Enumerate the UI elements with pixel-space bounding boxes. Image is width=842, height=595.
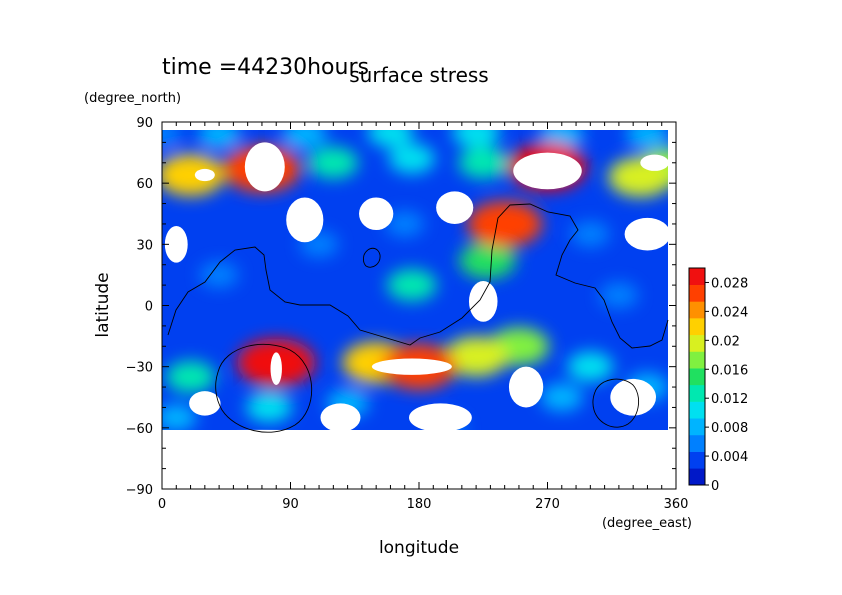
field-feature-5 <box>570 221 610 248</box>
field-feature-31 <box>467 200 543 247</box>
calm-region-6 <box>359 197 394 231</box>
y-tick-label: −30 <box>126 361 153 376</box>
field-feature-6 <box>599 282 639 309</box>
field-feature-2 <box>199 261 239 288</box>
colorbar-label: 0.02 <box>711 334 740 349</box>
colorbar-swatch <box>689 401 705 419</box>
coast-antarctic-ring-b <box>592 378 639 428</box>
field-feature-15 <box>367 130 414 148</box>
chart-title: surface stress <box>349 63 488 87</box>
colorbar-label: 0.016 <box>711 363 748 378</box>
field-feature-11 <box>540 383 583 412</box>
colorbar-swatch <box>689 468 705 486</box>
chart-subtitle: time =44230hours <box>162 55 369 80</box>
colorbar-label: 0.024 <box>711 305 748 320</box>
field-feature-18 <box>567 351 614 382</box>
field-feature-9 <box>626 130 668 149</box>
y-tick-labels: 90 60 30 0 −30 −60 −90 <box>126 116 153 498</box>
colorbar-label: 0 <box>711 479 719 494</box>
calm-region-5 <box>286 197 324 243</box>
field-feature-7 <box>162 404 197 430</box>
colorbar-swatch <box>689 284 705 302</box>
calm-region-7 <box>436 191 474 224</box>
y-tick-label: −60 <box>126 422 153 437</box>
field-feature-29 <box>162 154 225 197</box>
calm-region-1 <box>513 152 582 190</box>
y-tick-label: 30 <box>136 238 153 253</box>
y-tick-label: 90 <box>136 116 153 131</box>
x-tick-labels: 0 90 180 270 360 <box>158 497 689 512</box>
calm-region-13 <box>189 391 221 416</box>
colorbar-label: 0.012 <box>711 392 748 407</box>
field-feature-16 <box>388 143 435 174</box>
calm-region-12 <box>409 403 472 430</box>
axes <box>161 121 677 490</box>
colorbar-swatch <box>689 384 705 402</box>
colorbar-swatch <box>689 434 705 452</box>
colorbar-swatch <box>689 451 705 469</box>
colorbar-frame <box>688 267 706 486</box>
field-feature-13 <box>282 130 327 149</box>
x-tick-label: 360 <box>664 497 689 512</box>
field-feature-28 <box>444 336 509 377</box>
field-feature-17 <box>246 392 293 423</box>
calm-region-15 <box>610 378 657 416</box>
y-tick-label: −90 <box>126 483 153 498</box>
coastline <box>167 203 669 433</box>
field-feature-22 <box>387 269 437 302</box>
colorbar-label: 0.008 <box>711 421 748 436</box>
colorbar-swatch <box>689 351 705 369</box>
calm-region-8 <box>624 217 668 251</box>
field-feature-20 <box>308 146 359 179</box>
coast-antarctic-ring-a <box>215 343 313 433</box>
x-tick-label: 180 <box>407 497 432 512</box>
stress-field <box>162 130 668 430</box>
field-feature-1 <box>162 130 182 148</box>
field-feature-8 <box>197 130 241 149</box>
y-units: (degree_north) <box>84 91 181 106</box>
calm-region-4 <box>164 225 188 263</box>
coast-africa <box>167 203 669 349</box>
y-axis-label: latitude <box>93 272 113 337</box>
calm-regions <box>164 142 668 430</box>
calm-region-0 <box>244 142 285 192</box>
coast-island <box>362 247 381 268</box>
colorbar-swatch <box>689 334 705 352</box>
calm-region-9 <box>371 358 452 375</box>
colorbar-swatch <box>689 268 705 285</box>
field-feature-24 <box>459 242 516 279</box>
calm-region-3 <box>640 154 668 171</box>
calm-region-16 <box>468 281 498 322</box>
colorbar-swatch <box>689 318 705 336</box>
x-tick-label: 0 <box>158 497 166 512</box>
colorbar-label: 0.004 <box>711 450 748 465</box>
y-tick-label: 60 <box>136 177 153 192</box>
colorbar-swatch <box>689 301 705 319</box>
x-tick-label: 90 <box>282 497 299 512</box>
field-feature-4 <box>385 210 425 237</box>
calm-region-10 <box>270 352 282 386</box>
colorbar-swatch <box>689 368 705 386</box>
y-tick-label: 0 <box>145 300 153 315</box>
colorbar-swatch <box>689 418 705 436</box>
colorbar-label: 0.028 <box>711 276 748 291</box>
calm-region-2 <box>194 168 215 182</box>
x-tick-label: 270 <box>535 497 560 512</box>
colorbar: 0.028 0.024 0.02 0.016 0.012 0.008 0.004 0 <box>688 267 748 494</box>
field-feature-21 <box>458 146 509 179</box>
x-axis-label: longitude <box>379 538 459 558</box>
field-feature-19 <box>452 130 501 148</box>
calm-region-11 <box>320 403 361 430</box>
field-feature-23 <box>165 360 216 393</box>
calm-region-17 <box>235 429 289 430</box>
x-units: (degree_east) <box>602 516 692 531</box>
calm-region-14 <box>508 366 544 408</box>
